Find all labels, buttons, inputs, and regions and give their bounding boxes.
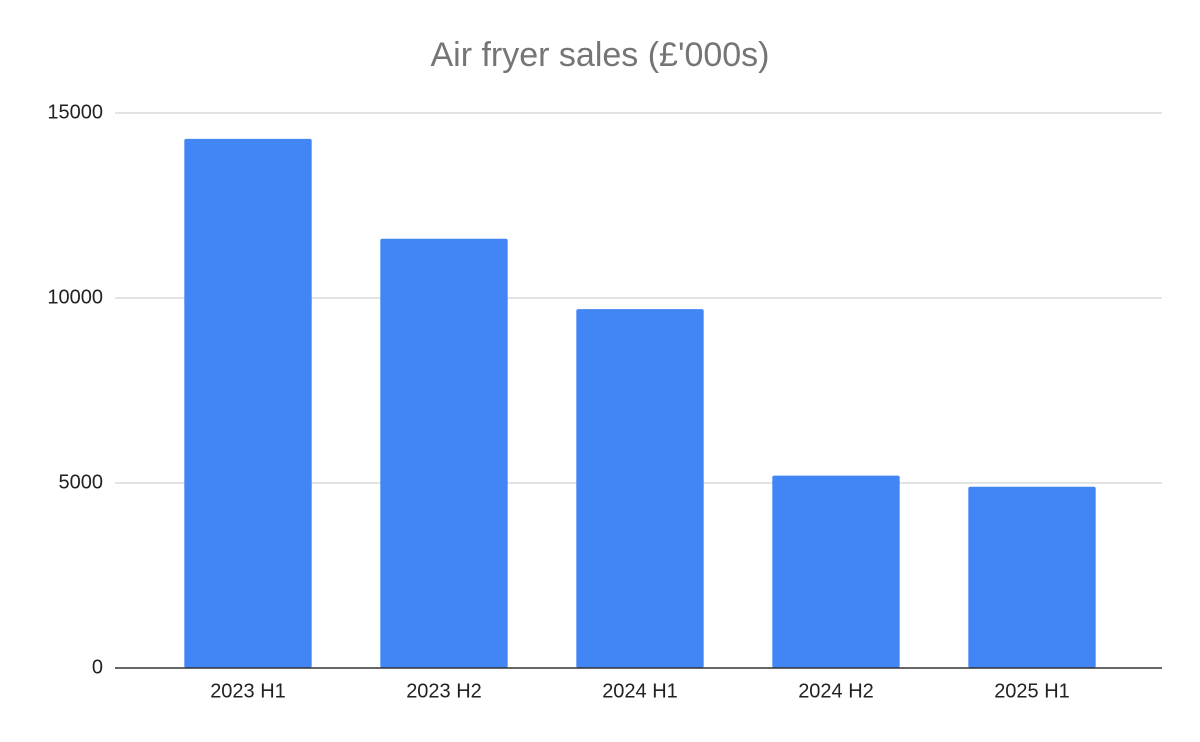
y-tick-label: 10000: [47, 286, 103, 308]
x-tick-label: 2024 H2: [798, 680, 874, 702]
bar: [380, 238, 508, 669]
x-tick-label: 2025 H1: [994, 680, 1070, 702]
bar: [968, 486, 1096, 668]
y-tick-label: 15000: [47, 101, 103, 123]
x-tick-label: 2023 H2: [406, 680, 482, 702]
x-tick-label: 2024 H1: [602, 680, 678, 702]
bar: [184, 138, 312, 668]
y-tick-label: 5000: [59, 471, 104, 493]
bar: [576, 309, 704, 668]
x-tick-label: 2023 H1: [210, 680, 286, 702]
bar: [772, 475, 900, 668]
chart-title: Air fryer sales (£'000s): [430, 36, 769, 74]
y-tick-label: 0: [92, 656, 103, 678]
